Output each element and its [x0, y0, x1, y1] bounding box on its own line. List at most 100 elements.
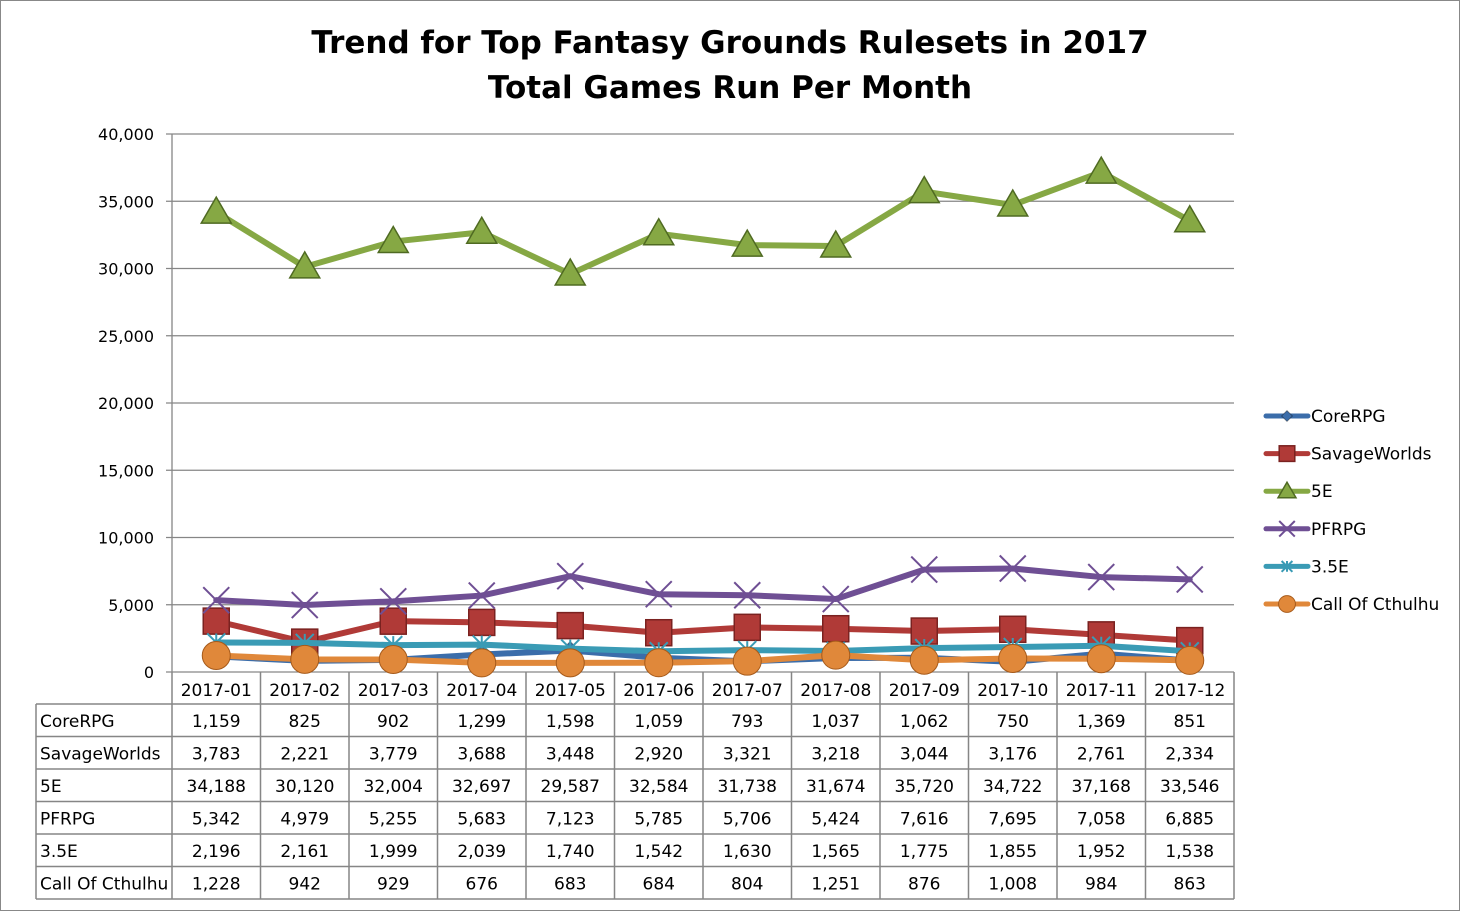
data-point-marker: [1175, 645, 1205, 675]
table-cell: 3,321: [723, 745, 772, 765]
series-5e: [199, 155, 1207, 286]
table-cell: 7,058: [1077, 810, 1126, 830]
table-cell: 2,761: [1077, 745, 1126, 765]
data-point-marker: [202, 607, 230, 635]
data-point-marker: [202, 586, 230, 614]
data-point-marker: [288, 250, 322, 279]
x-tick-label: 2017-08: [800, 681, 871, 701]
data-point-marker: [379, 607, 407, 635]
table-cell: 34,722: [983, 777, 1042, 797]
table-cell: 5,255: [369, 810, 418, 830]
table-cell: 684: [643, 875, 675, 895]
table-cell: 750: [997, 712, 1029, 732]
chart-title: Trend for Top Fantasy Grounds Rulesets i…: [311, 25, 1148, 61]
table-cell: 1,855: [988, 842, 1037, 862]
data-point-marker: [644, 648, 674, 678]
data-point-marker: [1087, 563, 1115, 591]
data-point-marker: [555, 648, 585, 678]
table-cell: 2,161: [280, 842, 329, 862]
table-cell: 2,221: [280, 745, 329, 765]
data-point-marker: [468, 581, 496, 610]
series-savageworlds: [202, 607, 1204, 656]
table-cell: 5,342: [192, 810, 241, 830]
table-cell: 33,546: [1160, 777, 1219, 797]
data-point-marker: [1086, 644, 1116, 674]
data-point-marker: [291, 591, 319, 619]
data-point-marker: [1173, 204, 1207, 233]
data-point-marker: [1276, 480, 1298, 499]
table-cell: 1,299: [457, 712, 506, 732]
legend-item: SavageWorlds: [1263, 445, 1432, 465]
data-point-marker: [907, 175, 941, 204]
table-cell: 1,952: [1077, 842, 1126, 862]
y-tick-label: 5,000: [108, 596, 154, 615]
legend-item: 3.5E: [1263, 557, 1349, 577]
series-pfrpg: [202, 554, 1204, 619]
legend-label: SavageWorlds: [1311, 445, 1432, 465]
data-point-marker: [733, 613, 761, 642]
x-tick-label: 2017-06: [623, 681, 694, 701]
table-cell: 1,037: [811, 712, 860, 732]
table-cell: 1,630: [723, 842, 772, 862]
table-cell: 2,334: [1165, 745, 1214, 765]
table-cell: 1,775: [900, 842, 949, 862]
data-point-marker: [998, 643, 1028, 673]
legend-label: CoreRPG: [1311, 407, 1386, 427]
table-cell: 3,044: [900, 745, 949, 765]
table-cell: 2,920: [634, 745, 683, 765]
y-tick-label: 10,000: [98, 529, 154, 548]
table-cell: 3,176: [988, 745, 1037, 765]
x-tick-label: 2017-03: [358, 681, 429, 701]
y-tick-label: 35,000: [98, 192, 154, 211]
table-cell: 1,062: [900, 712, 949, 732]
table-cell: 3,783: [192, 745, 241, 765]
table-cell: 1,542: [634, 842, 683, 862]
series-call-of-cthulhu: [201, 640, 1205, 678]
table-row-label: 3.5E: [40, 842, 78, 862]
table-cell: 3,688: [457, 745, 506, 765]
series-line: [213, 618, 1193, 646]
data-point-marker: [1084, 155, 1118, 184]
table-cell: 902: [377, 712, 409, 732]
x-tick-label: 2017-05: [535, 681, 606, 701]
legend-item: 5E: [1263, 480, 1333, 502]
data-point-marker: [1280, 560, 1294, 573]
table-row-label: Call Of Cthulhu: [40, 875, 168, 895]
x-tick-label: 2017-09: [889, 681, 960, 701]
table-cell: 4,979: [280, 810, 329, 830]
table-cell: 7,616: [900, 810, 949, 830]
table-cell: 1,999: [369, 842, 418, 862]
table-cell: 5,424: [811, 810, 860, 830]
y-tick-label: 25,000: [98, 327, 154, 346]
data-point-marker: [822, 585, 850, 613]
table-cell: 2,039: [457, 842, 506, 862]
table-cell: 3,218: [811, 745, 860, 765]
x-tick-label: 2017-11: [1066, 681, 1137, 701]
legend-item: PFRPG: [1263, 520, 1366, 540]
data-point-marker: [910, 555, 938, 584]
data-point-marker: [645, 580, 673, 608]
data-point-marker: [642, 217, 676, 246]
table-cell: 32,004: [364, 777, 423, 797]
table-row-label: 5E: [40, 777, 62, 797]
table-row-label: CoreRPG: [40, 712, 115, 732]
table-cell: 37,168: [1072, 777, 1131, 797]
table-cell: 1,228: [192, 875, 241, 895]
table-cell: 1,159: [192, 712, 241, 732]
table-row-label: SavageWorlds: [40, 745, 161, 765]
y-tick-label: 15,000: [98, 461, 154, 480]
series-line: [213, 652, 1193, 666]
data-point-marker: [732, 646, 762, 676]
data-point-marker: [553, 257, 587, 286]
table-cell: 929: [377, 875, 409, 895]
table-cell: 29,587: [541, 777, 600, 797]
table-cell: 825: [289, 712, 321, 732]
table-cell: 31,674: [806, 777, 865, 797]
x-tick-label: 2017-02: [269, 681, 340, 701]
y-tick-label: 20,000: [98, 394, 154, 413]
data-point-marker: [290, 644, 320, 674]
table-cell: 6,885: [1165, 810, 1214, 830]
table-cell: 3,448: [546, 745, 595, 765]
data-point-marker: [556, 611, 584, 640]
data-point-marker: [819, 229, 853, 258]
